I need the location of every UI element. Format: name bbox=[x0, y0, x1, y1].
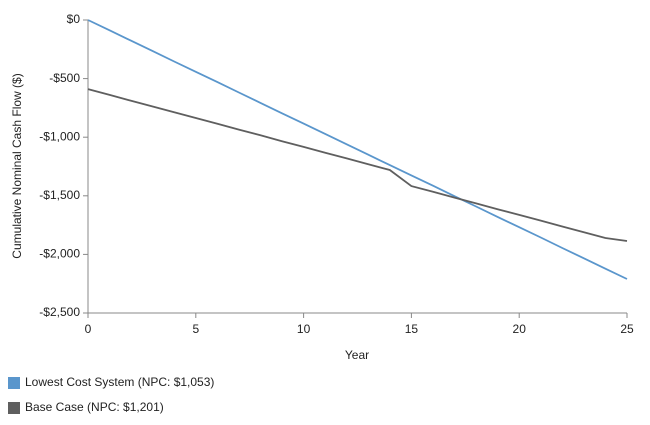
x-tick-label: 0 bbox=[85, 322, 92, 336]
x-tick-label: 10 bbox=[297, 322, 311, 336]
legend-label: Base Case (NPC: $1,201) bbox=[25, 400, 164, 414]
y-tick-label: -$2,500 bbox=[39, 305, 80, 319]
x-tick-label: 15 bbox=[405, 322, 419, 336]
series-line bbox=[87, 88, 628, 242]
x-tick-label: 25 bbox=[620, 322, 634, 336]
x-tick-label: 20 bbox=[513, 322, 527, 336]
y-tick-label: -$2,000 bbox=[39, 247, 80, 261]
y-tick-label: -$500 bbox=[49, 71, 80, 85]
legend-label: Lowest Cost System (NPC: $1,053) bbox=[25, 375, 214, 389]
y-tick-label: -$1,500 bbox=[39, 188, 80, 202]
y-tick-label: $0 bbox=[67, 12, 81, 26]
legend-swatch bbox=[8, 377, 20, 389]
y-axis-label: Cumulative Nominal Cash Flow ($) bbox=[10, 73, 24, 258]
x-axis-label: Year bbox=[345, 348, 369, 362]
series-line bbox=[87, 19, 628, 280]
y-tick-label: -$1,000 bbox=[39, 129, 80, 143]
x-tick-label: 5 bbox=[192, 322, 199, 336]
legend-swatch bbox=[8, 402, 20, 414]
